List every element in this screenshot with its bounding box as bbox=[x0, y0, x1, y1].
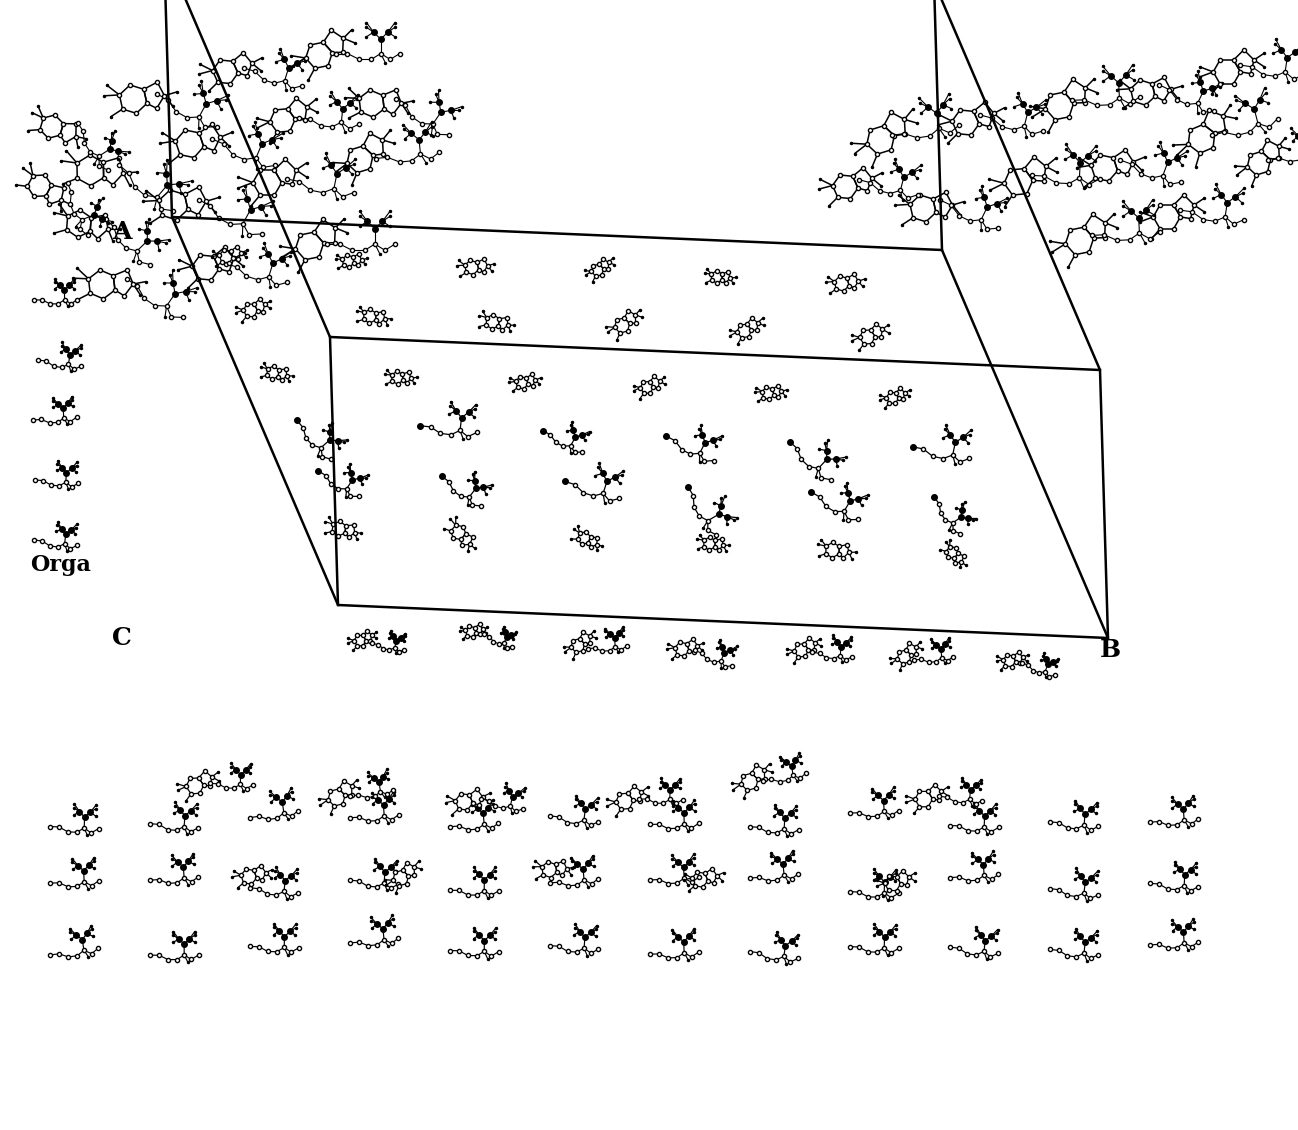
Text: C: C bbox=[112, 626, 132, 650]
Text: Orga: Orga bbox=[30, 554, 91, 576]
Text: B: B bbox=[1099, 638, 1121, 662]
Text: A: A bbox=[112, 220, 131, 244]
